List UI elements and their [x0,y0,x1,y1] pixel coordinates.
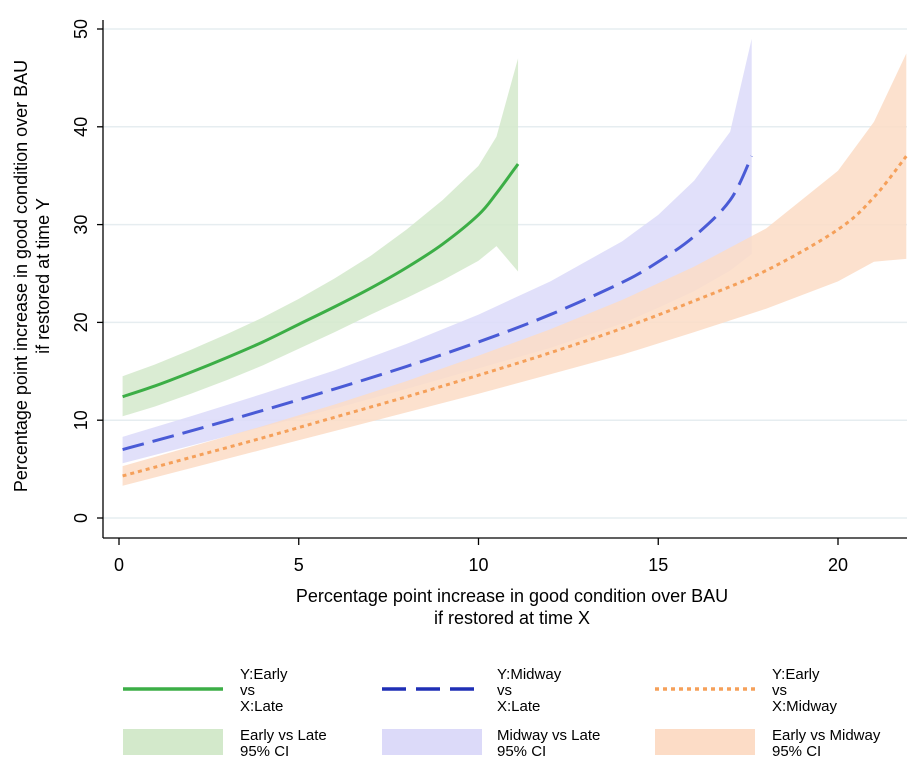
legend-swatch-band-early-midway [655,729,755,755]
x-axis-title-line-1: Percentage point increase in good condit… [296,586,728,606]
legend-band-label-early-midway-line-1: Early vs Midway [772,727,881,744]
axes [102,20,907,539]
legend-swatch-band-midway-late [382,729,482,755]
x-axis-title-line-2: if restored at time X [434,608,590,628]
y-tick-label-20: 20 [71,312,91,332]
series-lines [122,155,908,478]
legend-band-label-midway-late-line-1: Midway vs Late [497,727,600,744]
series-line-2 [122,155,908,478]
legend-label-early-late-line-3: X:Late [240,698,283,715]
legend-label-midway-late-line-2: vs [497,682,512,699]
legend-band-label-early-late-line-2: 95% CI [240,743,289,760]
legend-band-label-midway-late-line-2: 95% CI [497,743,546,760]
legend-label-early-midway-line-3: X:Midway [772,698,838,715]
y-tick-label-40: 40 [71,117,91,137]
series-line-0 [122,163,520,399]
legend-label-midway-late-line-3: X:Late [497,698,540,715]
legend-label-midway-late-line-1: Y:Midway [497,666,562,683]
legend-label-early-late-line-2: vs [240,682,255,699]
series-line-1 [122,155,754,451]
y-tick-label-10: 10 [71,410,91,430]
ci-band-2 [122,53,907,486]
y-tick-label-30: 30 [71,215,91,235]
ci-band-0 [122,58,519,417]
x-tick-label-20: 20 [828,555,848,575]
x-tick-label-5: 5 [294,555,304,575]
x-tick-label-10: 10 [468,555,488,575]
legend-band-label-early-midway-line-2: 95% CI [772,743,821,760]
y-tick-label-50: 50 [71,19,91,39]
x-tick-label-15: 15 [648,555,668,575]
confidence-bands [122,38,907,486]
legend-swatch-band-early-late [123,729,223,755]
legend-band-label-early-late-line-1: Early vs Late [240,727,327,744]
y-axis-title-line-1: Percentage point increase in good condit… [11,60,31,492]
legend-label-early-late-line-1: Y:Early [240,666,288,683]
ticks: 0 10 20 30 40 50 0 5 10 15 20 [71,19,848,575]
legend: Y:Early vs X:Late Y:Midway vs X:Late Y:E… [123,666,881,760]
legend-label-early-midway-line-1: Y:Early [772,666,820,683]
x-tick-label-0: 0 [114,555,124,575]
y-axis-title-line-2: if restored at time Y [33,198,53,354]
legend-label-early-midway-line-2: vs [772,682,787,699]
y-tick-label-0: 0 [71,513,91,523]
